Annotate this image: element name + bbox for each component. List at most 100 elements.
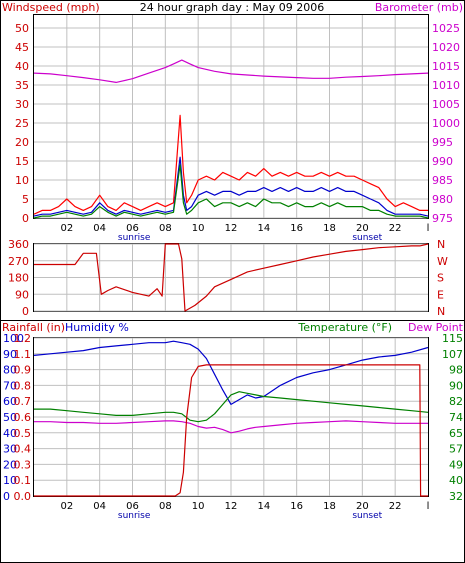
wind-tick-label: 10: [15, 174, 29, 187]
temperature-tick-label: 65: [449, 427, 463, 440]
x-tick-label: 06: [126, 501, 139, 512]
x-tick-label: 02: [60, 501, 73, 512]
barometer-series-line: [33, 59, 429, 83]
humidity-tick-label: 90: [3, 348, 17, 361]
rain-tick-label: 0.5: [14, 427, 32, 440]
wind-tick-label: 50: [15, 22, 29, 35]
barometer-tick-label: 985: [432, 174, 453, 187]
wind-direction-series-line: [34, 243, 429, 312]
barometer-tick-label: 1005: [432, 98, 460, 111]
humidity-tick-label: 50: [3, 411, 17, 424]
barometer-tick-label: 995: [432, 136, 453, 149]
x-tick-label: 12: [225, 223, 238, 234]
dewpoint-axis-label: Dew Point: [408, 321, 464, 334]
rain-tick-label: 0.3: [14, 458, 32, 471]
rain-tick-label: 0.6: [14, 411, 32, 424]
humidity-tick-label: 0: [3, 490, 10, 503]
barometer-tick-label: 990: [432, 155, 453, 168]
wind-speed-series-line: [33, 164, 429, 219]
rain-tick-label: 0.9: [14, 364, 32, 377]
compass-tick-label: N: [437, 305, 445, 318]
rainfall-axis-label: Rainfall (in): [2, 321, 65, 334]
rainfall-series-line: [34, 364, 428, 497]
barometer-tick-label: 980: [432, 193, 453, 206]
humidity-tick-label: 80: [3, 364, 17, 377]
rain-tick-label: 0.8: [14, 379, 32, 392]
temperature-tick-label: 82: [449, 395, 463, 408]
x-tick-label: 04: [93, 223, 106, 234]
rain-tick-label: 0.0: [14, 490, 32, 503]
direction-tick-label: 90: [15, 288, 29, 301]
compass-tick-label: N: [437, 238, 445, 251]
humidity-tick-label: 70: [3, 379, 17, 392]
x-tick-label: 06: [126, 223, 139, 234]
wind-tick-label: 0: [22, 212, 29, 225]
wind-tick-label: 35: [15, 79, 29, 92]
temperature-tick-label: 74: [449, 411, 463, 424]
temperature-tick-label: 98: [449, 364, 463, 377]
barometer-tick-label: 1010: [432, 79, 460, 92]
dewpoint-series-line: [34, 420, 428, 434]
humidity-tick-label: 20: [3, 458, 17, 471]
x-tick-label: 16: [290, 501, 303, 512]
wind-tick-label: 45: [15, 41, 29, 54]
temperature-tick-label: 115: [442, 332, 463, 345]
compass-tick-label: E: [437, 288, 444, 301]
x-tick-label: l: [427, 223, 430, 234]
humidity-tick-label: 10: [3, 474, 17, 487]
sunrise-label: sunrise: [118, 511, 151, 521]
barometer-axis-label: Barometer (mb): [375, 1, 463, 14]
x-tick-label: 14: [257, 223, 270, 234]
humidity-tick-label: 60: [3, 395, 17, 408]
temperature-axis-label: Temperature (°F): [297, 321, 392, 334]
rain-tick-label: 0.4: [14, 443, 32, 456]
x-tick-label: 08: [159, 501, 172, 512]
wind-tick-label: 25: [15, 117, 29, 130]
x-tick-label: 22: [389, 501, 402, 512]
gust-series-line: [33, 114, 428, 215]
direction-tick-label: 360: [8, 238, 29, 251]
x-tick-label: 08: [159, 223, 172, 234]
barometer-tick-label: 1025: [432, 22, 460, 35]
x-tick-label: 10: [192, 223, 205, 234]
direction-tick-label: 270: [8, 255, 29, 268]
x-tick-label: 20: [356, 223, 369, 234]
x-tick-label: 14: [257, 501, 270, 512]
temperature-tick-label: 57: [449, 443, 463, 456]
x-tick-label: 04: [93, 501, 106, 512]
rain-tick-label: 1.1: [14, 348, 32, 361]
barometer-tick-label: 975: [432, 212, 453, 225]
avg-wind-series-line: [33, 156, 429, 217]
direction-tick-label: 0: [22, 305, 29, 318]
rain-tick-label: 0.7: [14, 395, 32, 408]
x-tick-label: 18: [323, 501, 336, 512]
temperature-tick-label: 40: [449, 474, 463, 487]
humidity-axis-label: Humidity %: [65, 321, 129, 334]
rain-tick-label: 1.2: [14, 332, 32, 345]
x-tick-label: l: [427, 501, 430, 512]
humidity-tick-label: 100: [3, 332, 24, 345]
page-title: 24 hour graph day : May 09 2006: [140, 1, 325, 14]
sunset-label: sunset: [352, 511, 382, 521]
x-tick-label: 20: [356, 501, 369, 512]
x-tick-label: 18: [323, 223, 336, 234]
wind-axis-label: Windspeed (mph): [2, 1, 100, 14]
compass-tick-label: S: [437, 272, 444, 285]
rain-tick-label: 0.1: [14, 474, 32, 487]
x-tick-label: 02: [60, 223, 73, 234]
barometer-tick-label: 1020: [432, 41, 460, 54]
wind-tick-label: 30: [15, 98, 29, 111]
x-tick-label: 16: [290, 223, 303, 234]
humidity-tick-label: 30: [3, 443, 17, 456]
wind-tick-label: 15: [15, 155, 29, 168]
temperature-tick-label: 49: [449, 458, 463, 471]
barometer-tick-label: 1000: [432, 117, 460, 130]
x-tick-label: 22: [389, 223, 402, 234]
temperature-tick-label: 90: [449, 379, 463, 392]
temperature-tick-label: 32: [449, 490, 463, 503]
x-tick-label: 10: [192, 501, 205, 512]
wind-tick-label: 20: [15, 136, 29, 149]
wind-tick-label: 5: [22, 193, 29, 206]
